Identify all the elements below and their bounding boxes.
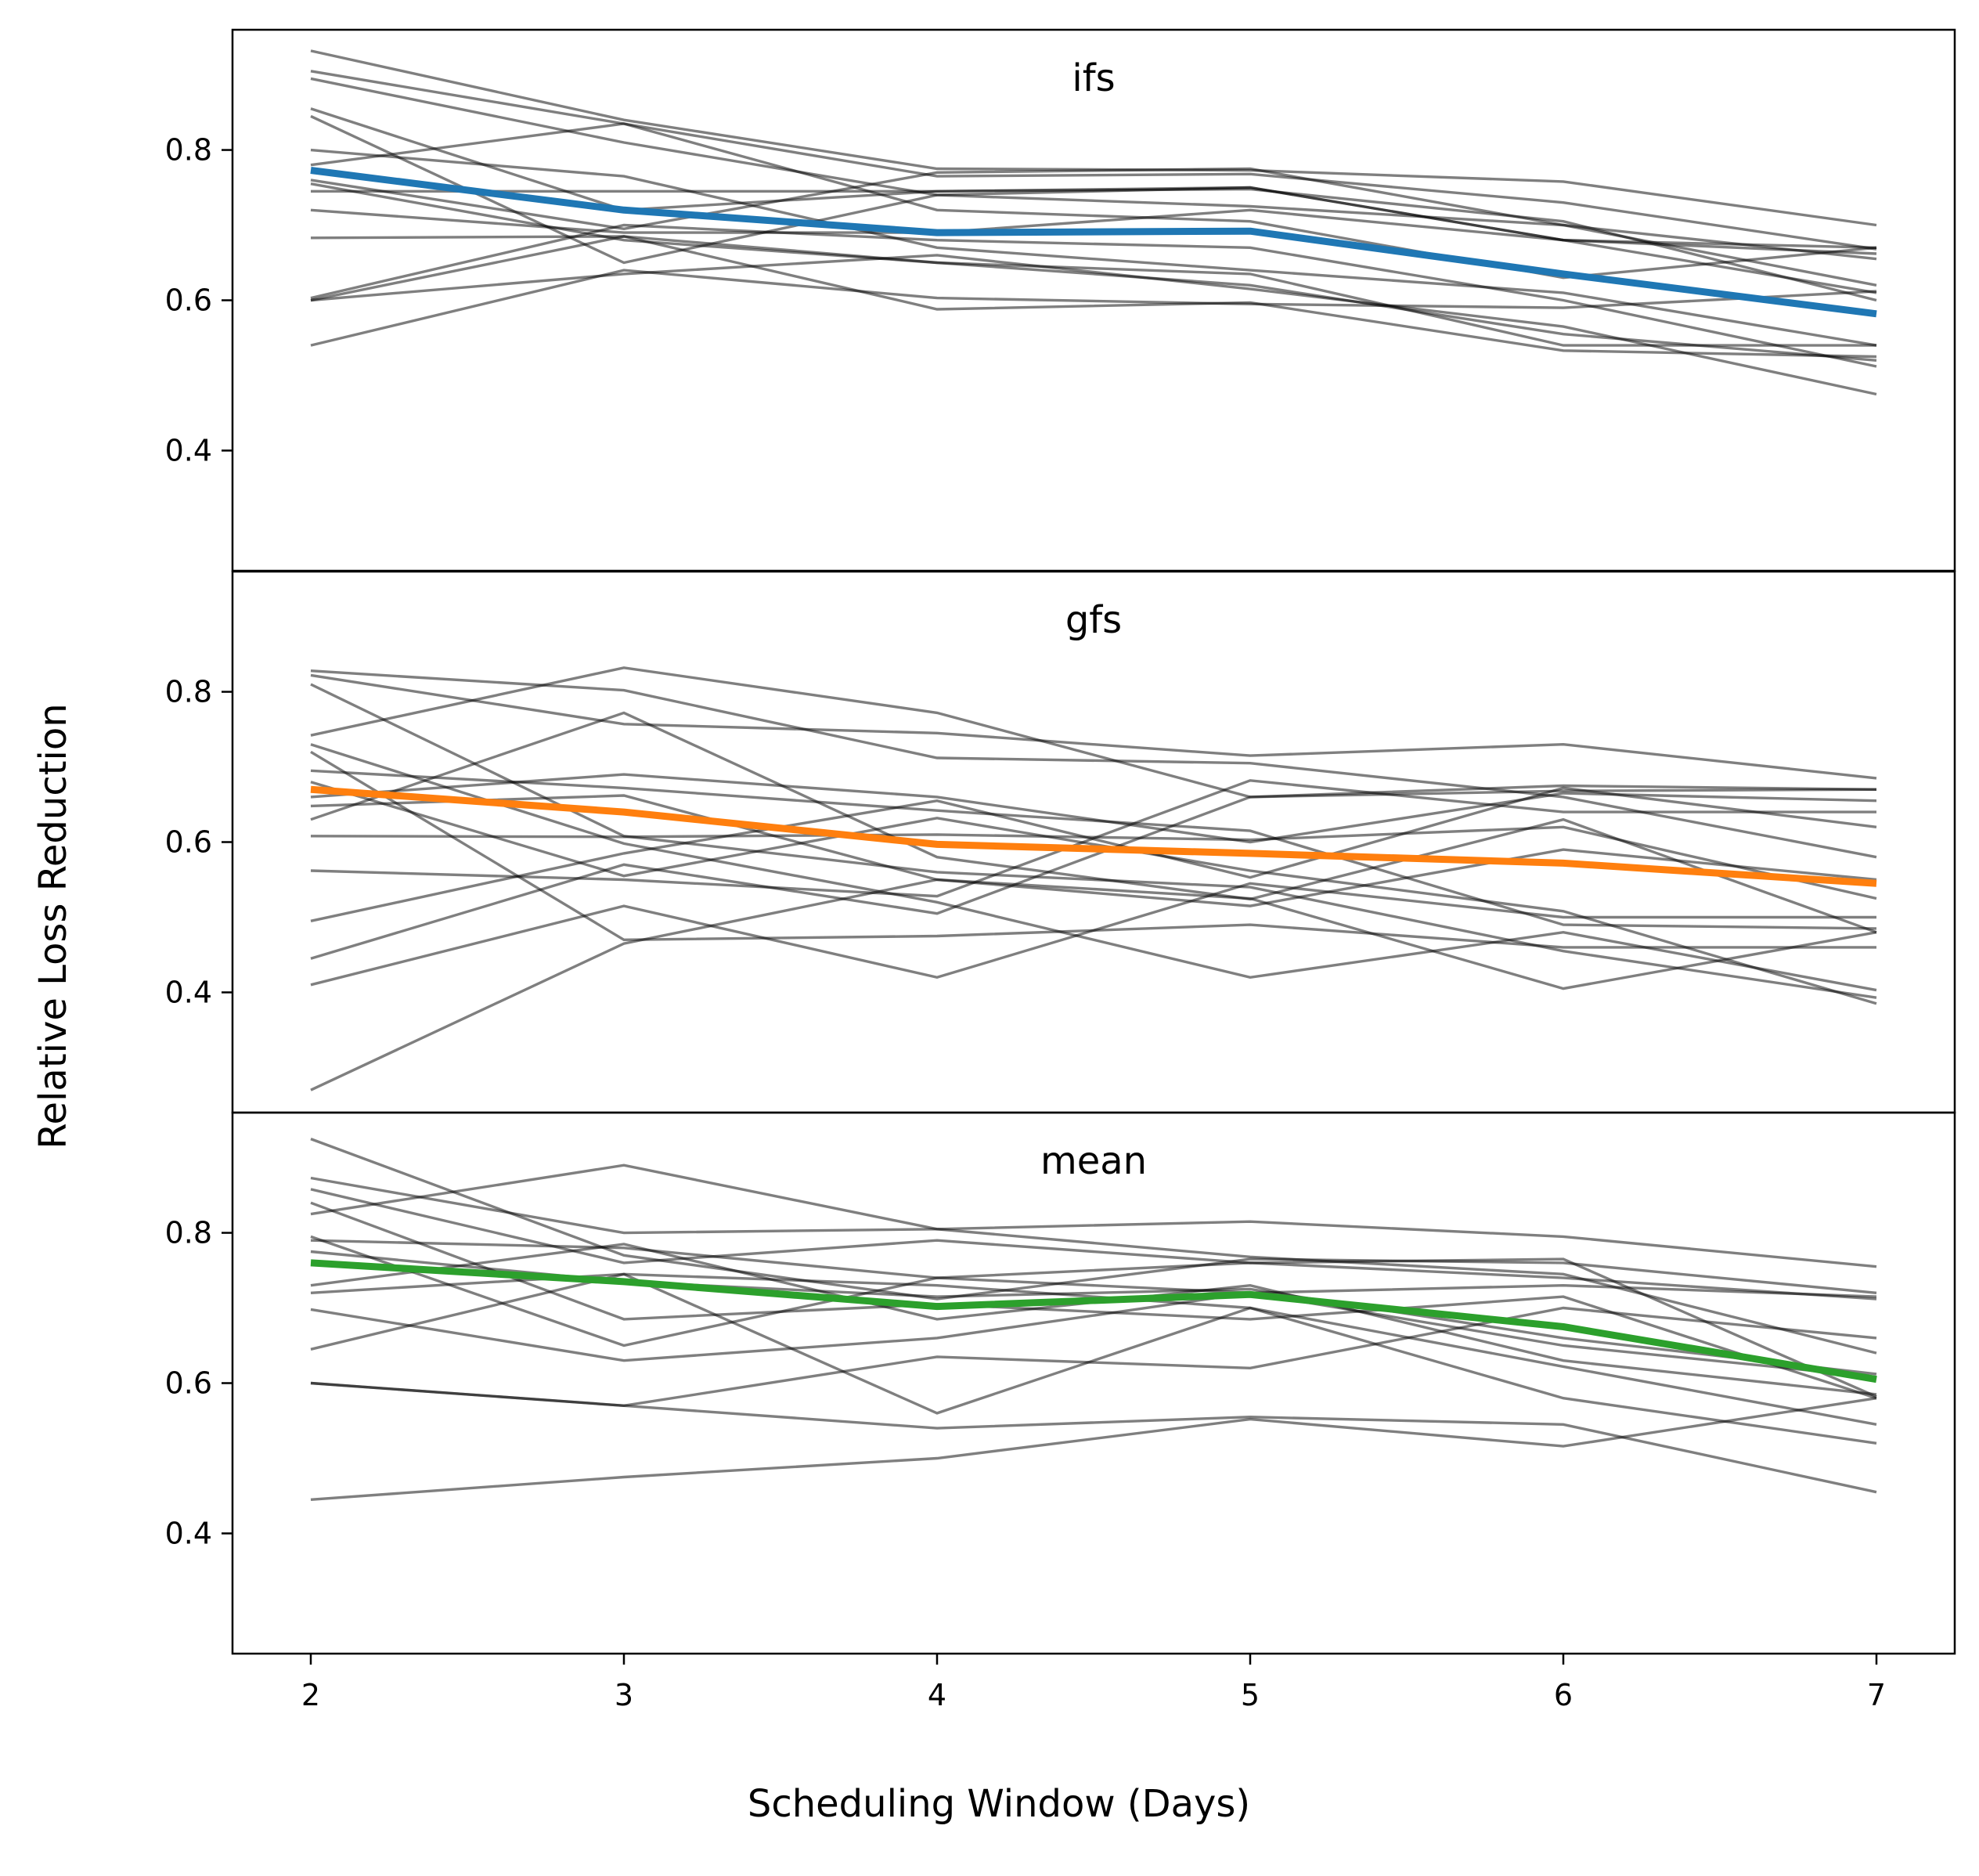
y-axis-label: Relative Loss Reduction — [31, 703, 75, 1149]
series-line-12 — [310, 1272, 1877, 1426]
y-tick-label: 0.4 — [165, 1516, 212, 1550]
series-line-8 — [310, 781, 1877, 1005]
x-axis: 2 3 4 5 6 7 — [301, 1654, 1886, 1712]
highlight-line — [310, 785, 1877, 887]
series-line-9 — [311, 186, 1877, 255]
series-line-15 — [310, 1397, 1877, 1501]
series-line-4 — [310, 666, 1877, 799]
y-tick-label: 0.6 — [165, 1366, 212, 1401]
highlight-line — [310, 1259, 1877, 1384]
panels-layer: 0.4 0.6 0.8 ifs 0.4 0.6 0.8 gfs 0.4 0.6 0.8 mean — [165, 28, 1956, 1655]
x-tick-label: 6 — [1554, 1678, 1573, 1712]
series-line-1 — [310, 669, 1877, 859]
y-tick-label: 0.8 — [165, 133, 212, 168]
y-tick-label: 0.6 — [165, 283, 212, 318]
panel-title: mean — [1040, 1139, 1147, 1183]
y-tick-label: 0.8 — [165, 675, 212, 709]
series-line-14 — [310, 786, 1877, 922]
panel-frame — [231, 570, 1956, 1114]
series-line-15 — [310, 235, 1877, 359]
series-line-15 — [310, 788, 1877, 960]
panel-frame — [231, 1111, 1956, 1655]
series-line-3 — [310, 683, 1877, 999]
series-line-2 — [310, 673, 1877, 780]
series-line-16 — [310, 882, 1876, 987]
x-tick-label: 7 — [1867, 1678, 1886, 1712]
panel-title: ifs — [1072, 56, 1115, 100]
series-line-5 — [310, 1163, 1877, 1355]
series-line-10 — [310, 208, 1877, 294]
series-line-2 — [310, 70, 1877, 251]
series-line-17 — [310, 878, 1877, 1091]
y-tick-label: 0.8 — [165, 1216, 212, 1250]
x-axis-label: Scheduling Window (Days) — [748, 1782, 1250, 1826]
panel-gfs: 0.4 0.6 0.8 gfs — [165, 570, 1956, 1114]
y-tick-label: 0.6 — [165, 825, 212, 860]
plot-area — [310, 666, 1877, 1091]
series-line-11 — [310, 1291, 1877, 1379]
highlight-line — [310, 167, 1877, 318]
series-line-12 — [310, 223, 1877, 368]
series-line-11 — [310, 711, 1877, 934]
series-line-7 — [310, 122, 1877, 280]
series-line-6 — [310, 148, 1877, 347]
series-line-5 — [310, 743, 1877, 992]
x-tick-label: 2 — [301, 1678, 320, 1712]
series-line-10 — [310, 794, 1877, 907]
y-tick-label: 0.4 — [165, 975, 212, 1009]
panel-title: gfs — [1065, 598, 1122, 642]
x-tick-label: 3 — [615, 1678, 633, 1712]
series-line-11 — [310, 235, 1877, 362]
plot-area — [310, 49, 1877, 396]
series-line-6 — [310, 1235, 1877, 1347]
x-tick-label: 4 — [928, 1678, 946, 1712]
y-tick-label: 0.4 — [165, 433, 212, 467]
series-line-8 — [310, 167, 1877, 261]
series-line-14 — [310, 269, 1877, 347]
x-tick-label: 5 — [1241, 1678, 1260, 1712]
panel-mean: 0.4 0.6 0.8 mean — [165, 1111, 1956, 1655]
series-line-13 — [310, 254, 1877, 396]
series-line-1 — [310, 1138, 1877, 1301]
series-line-16 — [310, 182, 1876, 347]
series-line-7 — [310, 1239, 1877, 1301]
plot-area — [310, 1138, 1877, 1501]
series-line-14 — [310, 1381, 1877, 1494]
series-line-2 — [310, 1176, 1877, 1268]
panel-ifs: 0.4 0.6 0.8 ifs — [165, 28, 1956, 572]
